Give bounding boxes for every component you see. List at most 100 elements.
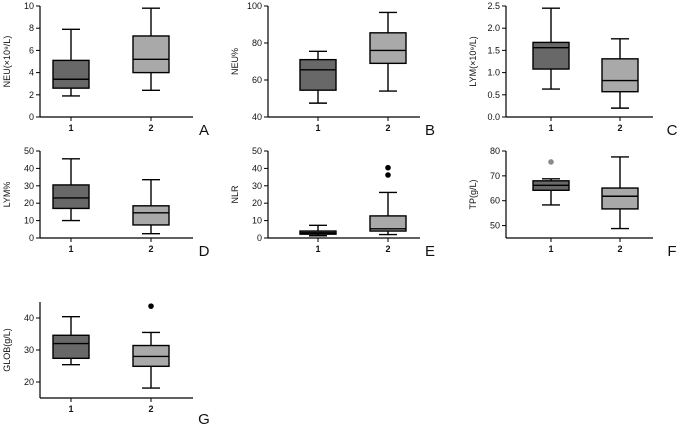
y-tick-label: 30 [24, 181, 34, 191]
box-group-2 [369, 11, 407, 92]
y-tick-label: 0.5 [487, 90, 500, 100]
y-tick-label: 1.5 [487, 45, 500, 55]
x-tick-label: 1 [315, 244, 320, 254]
y-tick-label: 0 [257, 233, 262, 243]
y-tick-label: 6 [29, 45, 34, 55]
box-group-2 [132, 303, 170, 389]
y-axis-label: GLOB(g/L) [2, 328, 12, 372]
y-tick-label: 50 [252, 146, 262, 156]
panel-letter: A [199, 122, 209, 139]
box-iqr [601, 187, 639, 210]
y-tick-label: 2.0 [487, 23, 500, 33]
x-tick-label: 1 [548, 123, 553, 133]
y-tick-label: 2 [29, 90, 34, 100]
x-tick-label: 1 [68, 123, 73, 133]
outlier-point [548, 159, 554, 165]
y-tick-label: 0 [29, 233, 34, 243]
y-tick-label: 20 [24, 377, 34, 387]
panel-letter: F [667, 243, 676, 260]
box-group-1 [52, 316, 90, 366]
panel-g: 20 30 40 GLOB(g/L) G 1 2 [2, 302, 210, 428]
box-group-1 [532, 159, 570, 206]
y-tick-label: 50 [490, 221, 500, 231]
outlier-point [385, 164, 391, 171]
x-tick-label: 2 [385, 244, 390, 254]
box-iqr [52, 184, 90, 210]
y-tick-label: 40 [252, 112, 262, 122]
y-tick-label: 40 [24, 163, 34, 173]
y-tick-label: 1.0 [487, 68, 500, 78]
y-axis-label: NEU(×10⁹/L) [2, 36, 12, 88]
panel-letter: C [667, 122, 678, 139]
panel-letter: B [425, 122, 435, 139]
box-group-2 [601, 156, 639, 230]
x-tick-label: 1 [68, 244, 73, 254]
y-axis-label: TP(g/L) [468, 179, 478, 209]
y-tick-label: 2.5 [487, 1, 500, 11]
y-tick-label: 0 [29, 112, 34, 122]
panel-b: 40 60 80 100 NEU% B 1 2 [230, 1, 435, 139]
y-tick-label: 60 [252, 75, 262, 85]
box-group-2 [601, 38, 639, 109]
panel-letter: G [198, 411, 210, 428]
y-tick-label: 10 [252, 216, 262, 226]
box-iqr [132, 205, 170, 226]
box-iqr [601, 58, 639, 93]
y-tick-label: 20 [252, 198, 262, 208]
y-tick-label: 10 [24, 216, 34, 226]
box-group-1 [299, 50, 337, 104]
x-tick-label: 2 [385, 123, 390, 133]
box-iqr [369, 215, 407, 232]
y-tick-label: 8 [29, 23, 34, 33]
x-tick-label: 2 [617, 123, 622, 133]
y-tick-label: 40 [252, 163, 262, 173]
y-tick-label: 0.0 [487, 112, 500, 122]
box-group-2 [132, 179, 170, 235]
box-group-1 [52, 28, 90, 97]
panel-f: 50 60 70 80 TP(g/L) F 1 2 [468, 146, 677, 260]
y-tick-label: 80 [490, 146, 500, 156]
box-iqr [52, 59, 90, 89]
y-axis-label: LYM% [2, 182, 12, 208]
box-group-2 [369, 164, 407, 236]
y-tick-label: 70 [490, 171, 500, 181]
box-iqr [532, 41, 570, 70]
x-tick-label: 2 [617, 244, 622, 254]
y-tick-label: 30 [24, 345, 34, 355]
box-iqr [299, 58, 337, 91]
y-axis-label: LYM(×10⁹/L) [468, 36, 478, 86]
outlier-point [385, 172, 391, 178]
x-tick-label: 2 [148, 404, 153, 414]
box-iqr [132, 35, 170, 74]
y-tick-label: 100 [247, 1, 262, 11]
box-iqr [52, 334, 90, 360]
x-tick-label: 1 [548, 244, 553, 254]
x-tick-label: 1 [68, 404, 73, 414]
y-tick-label: 10 [24, 1, 34, 11]
panel-a: 0 2 4 6 8 10 NEU(×10⁹/L) A 1 2 [2, 1, 209, 139]
y-axis-label: NLR [230, 185, 240, 204]
y-tick-label: 80 [252, 38, 262, 48]
y-tick-label: 4 [29, 68, 34, 78]
panel-letter: E [425, 243, 435, 260]
box-iqr [369, 32, 407, 65]
panel-letter: D [199, 243, 210, 260]
box-group-1 [532, 7, 570, 90]
y-tick-label: 20 [24, 198, 34, 208]
panel-e: 0 10 20 30 40 50 NLR E 1 2 [230, 146, 435, 260]
y-tick-label: 60 [490, 196, 500, 206]
y-axis-label: NEU% [230, 48, 240, 75]
box-group-1 [52, 158, 90, 222]
y-tick-label: 30 [252, 181, 262, 191]
box-group-2 [132, 7, 170, 92]
box-group-1 [299, 224, 337, 237]
y-tick-label: 50 [24, 146, 34, 156]
x-tick-label: 2 [148, 244, 153, 254]
x-tick-label: 1 [315, 123, 320, 133]
outlier-point [148, 303, 154, 309]
x-tick-label: 2 [148, 123, 153, 133]
panel-c: 0.0 0.5 1.0 1.5 2.0 2.5 LYM(×10⁹/L) C 1 2 [468, 1, 678, 139]
panel-d: 0 10 20 30 40 50 LYM% D 1 2 [2, 146, 210, 260]
y-tick-label: 40 [24, 313, 34, 323]
